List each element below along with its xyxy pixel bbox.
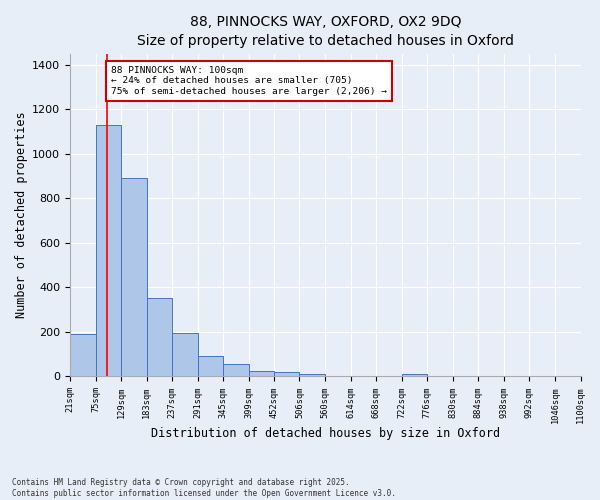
Title: 88, PINNOCKS WAY, OXFORD, OX2 9DQ
Size of property relative to detached houses i: 88, PINNOCKS WAY, OXFORD, OX2 9DQ Size o…: [137, 15, 514, 48]
Bar: [401, 374, 427, 376]
Y-axis label: Number of detached properties: Number of detached properties: [15, 112, 28, 318]
Bar: [274, 372, 299, 376]
Bar: [146, 298, 172, 376]
Bar: [299, 374, 325, 376]
Bar: [249, 372, 274, 376]
Bar: [70, 334, 95, 376]
Text: 88 PINNOCKS WAY: 100sqm
← 24% of detached houses are smaller (705)
75% of semi-d: 88 PINNOCKS WAY: 100sqm ← 24% of detache…: [111, 66, 387, 96]
Text: Contains HM Land Registry data © Crown copyright and database right 2025.
Contai: Contains HM Land Registry data © Crown c…: [12, 478, 396, 498]
Bar: [223, 364, 249, 376]
Bar: [121, 178, 146, 376]
Bar: [198, 356, 223, 376]
X-axis label: Distribution of detached houses by size in Oxford: Distribution of detached houses by size …: [151, 427, 500, 440]
Bar: [172, 333, 198, 376]
Bar: [95, 125, 121, 376]
